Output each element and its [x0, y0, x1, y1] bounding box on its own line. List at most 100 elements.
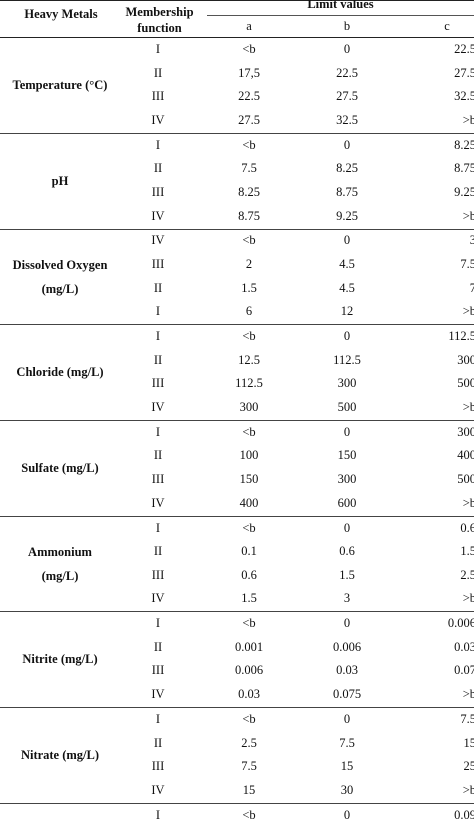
parameter-label-line: Nitrate (mg/L) — [20, 748, 100, 763]
cell-c: 27.5 — [454, 65, 474, 80]
cell-mf: II — [153, 448, 163, 463]
header-c: c — [444, 19, 450, 33]
cell-b: 0 — [343, 807, 351, 822]
cell-c: 22.5 — [454, 42, 474, 56]
parameter-label-line: pH — [51, 173, 69, 188]
cell-mf: II — [153, 352, 163, 367]
group-separator — [0, 707, 474, 709]
cell-c: 7.5 — [460, 257, 474, 271]
cell-a: 6 — [245, 304, 253, 319]
group-separator — [0, 324, 474, 326]
cell-b: 8.75 — [336, 184, 358, 199]
group-separator — [0, 228, 474, 230]
parameter-label-line: Sulfate (mg/L) — [21, 461, 99, 475]
cell-a: 8.75 — [238, 208, 260, 223]
cell-a: <b — [242, 42, 256, 56]
parameter-label: Nitrite (mg/L) — [0, 647, 120, 671]
cell-b: 0 — [343, 137, 351, 152]
cell-b: 0 — [343, 616, 351, 631]
cell-a: 0.03 — [238, 687, 260, 701]
cell-b: 4.5 — [339, 280, 355, 295]
header-membership-line2: function — [137, 21, 182, 35]
parameter-label-line: Chloride (mg/L) — [16, 365, 104, 380]
header-a: a — [246, 19, 252, 33]
cell-b: 300 — [337, 472, 357, 486]
parameter-label-line: Ammonium — [28, 544, 92, 559]
cell-c: 300 — [457, 352, 474, 367]
cell-b: 600 — [337, 495, 357, 510]
cell-c: >b — [462, 208, 474, 223]
cell-a: 1.5 — [241, 591, 257, 606]
parameter-label-line: Dissolved Oxygen — [12, 257, 108, 272]
cell-mf: II — [153, 280, 163, 295]
cell-c: 0.6 — [460, 520, 474, 535]
header-heavy-metals: Heavy Metals — [24, 7, 98, 21]
cell-c: 0.006 — [447, 616, 474, 631]
parameter-label: Chloride (mg/L) — [0, 360, 120, 384]
cell-b: 112.5 — [333, 352, 361, 367]
cell-b: 0.6 — [339, 544, 355, 559]
cell-mf: IV — [151, 495, 165, 510]
header-bottom-rule — [0, 37, 474, 38]
cell-b: 9.25 — [336, 208, 358, 223]
cell-c: >b — [462, 399, 474, 414]
cell-mf: III — [151, 89, 165, 104]
limit-values-rule — [207, 15, 474, 16]
cell-a: 2 — [245, 257, 253, 271]
cell-c: 112.5 — [448, 329, 474, 344]
cell-mf: II — [153, 161, 163, 176]
parameter-label: pH — [0, 169, 120, 193]
cell-b: 7.5 — [339, 735, 355, 750]
cell-mf: III — [151, 663, 165, 678]
group-separator — [0, 515, 474, 517]
cell-mf: IV — [151, 399, 165, 414]
parameter-label-line: Temperature (°C) — [12, 78, 108, 93]
cell-c: >b — [462, 782, 474, 797]
parameter-label: Sulfate (mg/L) — [0, 456, 120, 480]
cell-c: 500 — [457, 376, 474, 391]
cell-a: 112.5 — [235, 376, 263, 391]
cell-b: 8.25 — [336, 161, 358, 176]
cell-b: 3 — [343, 591, 351, 606]
cell-b: 32.5 — [336, 112, 358, 127]
cell-b: 22.5 — [336, 65, 358, 80]
cell-b: 0 — [343, 520, 351, 535]
cell-mf: IV — [151, 233, 165, 248]
cell-a: <b — [242, 424, 256, 439]
cell-a: 12.5 — [238, 352, 260, 367]
cell-c: 3 — [469, 233, 474, 248]
cell-c: 2.5 — [460, 567, 474, 582]
cell-b: 1.5 — [339, 567, 355, 582]
cell-mf: I — [155, 137, 161, 152]
cell-b: 12 — [340, 304, 354, 319]
cell-mf: III — [151, 567, 165, 582]
group-separator — [0, 611, 474, 613]
cell-c: >b — [462, 112, 474, 127]
cell-mf: II — [153, 65, 163, 80]
group-separator — [0, 132, 474, 134]
cell-c: 7 — [469, 280, 474, 295]
cell-b: 0 — [343, 329, 351, 344]
cell-a: 27.5 — [238, 112, 260, 127]
cell-a: <b — [242, 233, 256, 248]
parameter-label-line: (mg/L) — [41, 568, 79, 583]
cell-mf: IV — [151, 208, 165, 223]
cell-c: >b — [462, 495, 474, 510]
cell-c: 8.75 — [454, 161, 474, 176]
group-separator — [0, 420, 474, 421]
cell-b: 4.5 — [339, 257, 355, 271]
cell-b: 0 — [343, 42, 351, 56]
cell-c: 0.03 — [454, 639, 474, 654]
cell-mf: I — [155, 711, 161, 726]
cell-a: <b — [242, 520, 256, 535]
header-b: b — [343, 19, 351, 33]
header-limit-values: Limit values — [307, 0, 374, 11]
parameter-label-line: (mg/L) — [41, 281, 79, 296]
cell-b: 0.006 — [332, 639, 362, 654]
cell-mf: II — [153, 735, 163, 750]
cell-c: 0.09 — [454, 807, 474, 822]
cell-a: 17,5 — [238, 65, 260, 80]
cell-c: >b — [462, 687, 474, 701]
cell-a: <b — [242, 137, 256, 152]
